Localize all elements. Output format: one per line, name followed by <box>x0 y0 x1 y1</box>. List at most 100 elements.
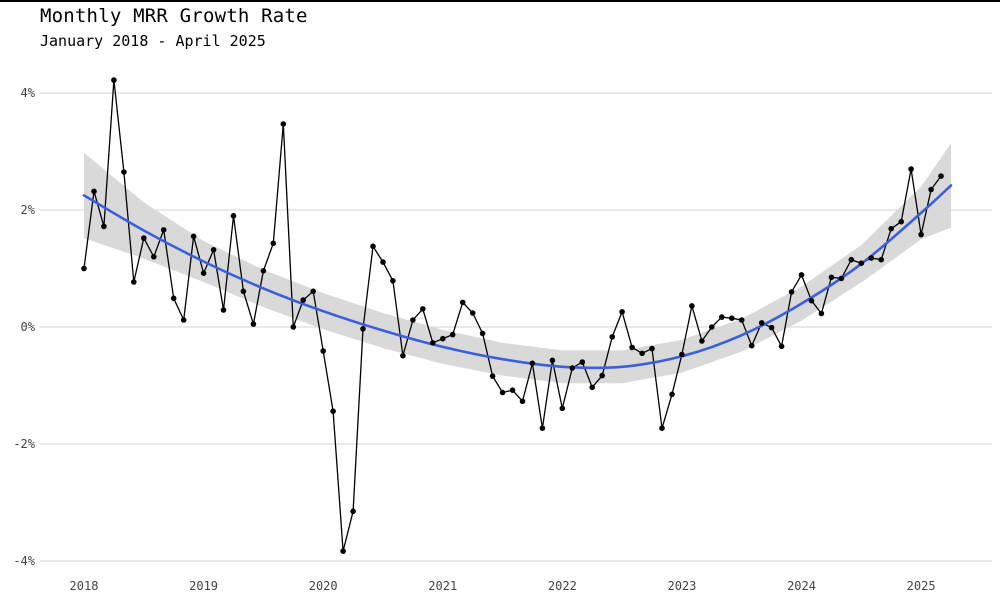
data-point <box>758 320 765 326</box>
data-point <box>420 306 426 312</box>
data-point <box>469 310 476 316</box>
data-point <box>639 350 645 357</box>
data-point <box>131 279 137 285</box>
x-tick-label: 2020 <box>309 579 338 593</box>
data-point <box>539 425 546 432</box>
data-point <box>430 340 436 346</box>
data-point <box>738 317 745 323</box>
trend-line-layer <box>82 184 953 370</box>
data-point <box>599 372 605 379</box>
data-point <box>290 324 297 330</box>
data-point <box>928 186 934 193</box>
data-point <box>559 405 566 412</box>
data-point <box>938 173 944 179</box>
data-point <box>788 289 795 295</box>
data-point <box>549 357 556 364</box>
data-point <box>111 77 117 83</box>
series-line-layer <box>83 79 942 552</box>
data-point <box>519 398 526 405</box>
x-tick-label: 2025 <box>907 579 936 593</box>
data-point <box>719 314 725 320</box>
data-point <box>858 260 865 267</box>
data-point <box>848 256 855 263</box>
data-point <box>190 233 197 240</box>
data-point <box>310 288 317 295</box>
data-point <box>340 548 346 554</box>
data-point <box>320 348 327 354</box>
data-point <box>170 295 177 302</box>
data-point <box>908 166 914 172</box>
data-point <box>768 324 775 331</box>
data-point <box>180 317 187 323</box>
y-tick-label: 0% <box>21 320 36 334</box>
data-point <box>918 231 924 238</box>
data-point <box>280 121 287 127</box>
data-point <box>210 247 217 253</box>
data-point <box>160 227 167 233</box>
data-point <box>529 360 536 367</box>
data-point <box>828 274 835 281</box>
x-tick-label: 2018 <box>70 579 99 593</box>
data-point <box>838 275 845 282</box>
data-point <box>440 335 446 342</box>
data-point <box>689 303 695 309</box>
data-point <box>250 321 257 327</box>
data-point <box>748 342 755 349</box>
data-point <box>101 223 107 230</box>
y-tick-label: -2% <box>13 437 35 451</box>
x-tick-label: 2021 <box>428 579 457 593</box>
data-point <box>868 255 875 261</box>
data-point <box>808 297 815 304</box>
data-point <box>479 330 486 337</box>
x-tick-label: 2024 <box>787 579 816 593</box>
data-point <box>709 324 715 330</box>
data-point <box>579 359 586 365</box>
data-point <box>878 256 884 263</box>
data-point <box>330 408 336 415</box>
data-point <box>360 326 366 332</box>
confidence-band-layer <box>84 143 951 384</box>
data-point <box>509 387 516 394</box>
data-point <box>669 391 675 398</box>
grid-layer <box>40 92 992 562</box>
data-point <box>91 188 97 195</box>
data-point <box>699 338 705 344</box>
top-rule <box>0 0 1000 2</box>
data-point <box>380 259 386 265</box>
data-point <box>898 218 904 225</box>
data-point <box>81 265 87 272</box>
y-tick-label: 2% <box>21 203 36 217</box>
data-point <box>489 373 496 379</box>
x-tick-label: 2019 <box>189 579 218 593</box>
data-point <box>679 351 685 358</box>
data-point <box>220 307 227 313</box>
x-tick-label: 2023 <box>667 579 696 593</box>
data-point <box>609 334 615 340</box>
y-tick-label: -4% <box>13 554 35 568</box>
data-point <box>778 343 785 350</box>
data-point <box>350 508 356 515</box>
data-point <box>240 288 247 295</box>
data-point <box>649 345 655 352</box>
series-line <box>83 79 942 552</box>
data-point <box>818 310 825 317</box>
x-tick-label: 2022 <box>548 579 577 593</box>
data-point <box>151 253 157 260</box>
data-point <box>619 309 625 315</box>
data-point <box>230 213 237 219</box>
data-point <box>400 352 406 359</box>
chart-subtitle: January 2018 - April 2025 <box>40 32 266 50</box>
data-point <box>589 384 595 391</box>
data-point <box>270 240 277 247</box>
data-point <box>499 389 506 396</box>
data-point <box>141 235 147 241</box>
data-point <box>300 297 307 303</box>
axis-label-layer: 4% 2% 0% -2% -4% 2018 2019 2020 2021 2022 2023 2024… <box>13 86 935 593</box>
chart-title: Monthly MRR Growth Rate <box>40 5 308 27</box>
data-point <box>121 169 127 175</box>
data-point <box>449 331 456 338</box>
data-point <box>888 225 894 232</box>
data-point <box>629 344 635 351</box>
confidence-band <box>84 143 951 384</box>
